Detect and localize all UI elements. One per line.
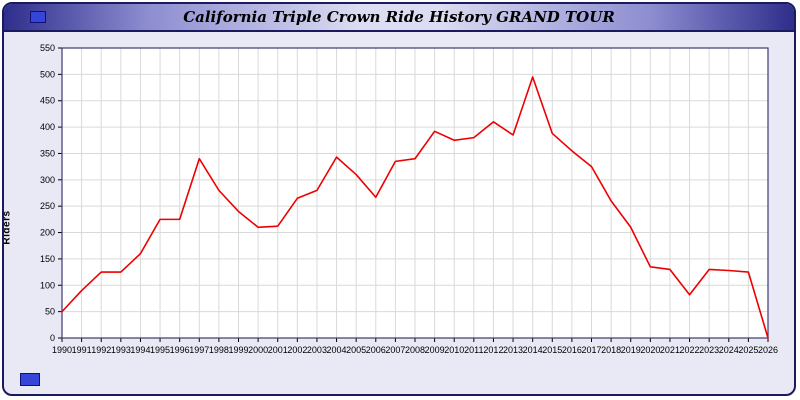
svg-text:500: 500 [40,69,55,79]
svg-text:2007: 2007 [385,345,405,355]
svg-text:0: 0 [50,333,55,343]
svg-text:450: 450 [40,96,55,106]
svg-text:200: 200 [40,228,55,238]
svg-text:2011: 2011 [464,345,483,355]
chart-title: California Triple Crown Ride History GRA… [183,8,615,26]
svg-text:400: 400 [40,122,55,132]
svg-text:2017: 2017 [581,345,601,355]
chart-window: California Triple Crown Ride History GRA… [2,2,796,396]
svg-text:1991: 1991 [72,345,92,355]
svg-text:50: 50 [45,307,55,317]
blue-square-icon [20,373,40,386]
svg-text:2018: 2018 [601,345,621,355]
svg-text:2019: 2019 [621,345,641,355]
svg-text:350: 350 [40,148,55,158]
svg-text:1990: 1990 [52,345,72,355]
svg-text:2001: 2001 [268,345,288,355]
svg-text:2012: 2012 [483,345,503,355]
svg-text:2013: 2013 [503,345,523,355]
svg-text:150: 150 [40,254,55,264]
svg-text:2009: 2009 [425,345,445,355]
svg-text:2022: 2022 [680,345,700,355]
svg-text:2014: 2014 [523,345,543,355]
svg-text:2000: 2000 [248,345,268,355]
svg-text:550: 550 [40,43,55,53]
svg-text:300: 300 [40,175,55,185]
svg-text:2003: 2003 [307,345,327,355]
title-bar: California Triple Crown Ride History GRA… [4,4,794,32]
svg-text:1997: 1997 [189,345,209,355]
blue-square-icon [30,11,46,23]
svg-text:1993: 1993 [111,345,131,355]
svg-text:2016: 2016 [562,345,582,355]
svg-text:2004: 2004 [327,345,347,355]
svg-text:100: 100 [40,280,55,290]
svg-text:2008: 2008 [405,345,425,355]
chart-panel: Riders 0 50 100 150 200 250 300 350 400 450 500 550… [4,32,794,394]
svg-text:2010: 2010 [444,345,464,355]
svg-text:2020: 2020 [640,345,660,355]
svg-text:1994: 1994 [130,345,150,355]
svg-text:250: 250 [40,201,55,211]
svg-text:2023: 2023 [699,345,719,355]
svg-text:2002: 2002 [287,345,307,355]
svg-text:2026: 2026 [758,345,778,355]
svg-text:2024: 2024 [719,345,739,355]
svg-text:2006: 2006 [366,345,386,355]
svg-text:1998: 1998 [209,345,229,355]
svg-text:1999: 1999 [228,345,248,355]
svg-text:1992: 1992 [91,345,111,355]
svg-text:2021: 2021 [660,345,680,355]
svg-text:2015: 2015 [542,345,562,355]
y-axis-label: Riders [2,210,13,245]
svg-text:2005: 2005 [346,345,366,355]
svg-text:2025: 2025 [738,345,758,355]
svg-text:1996: 1996 [170,345,190,355]
svg-text:1995: 1995 [150,345,170,355]
